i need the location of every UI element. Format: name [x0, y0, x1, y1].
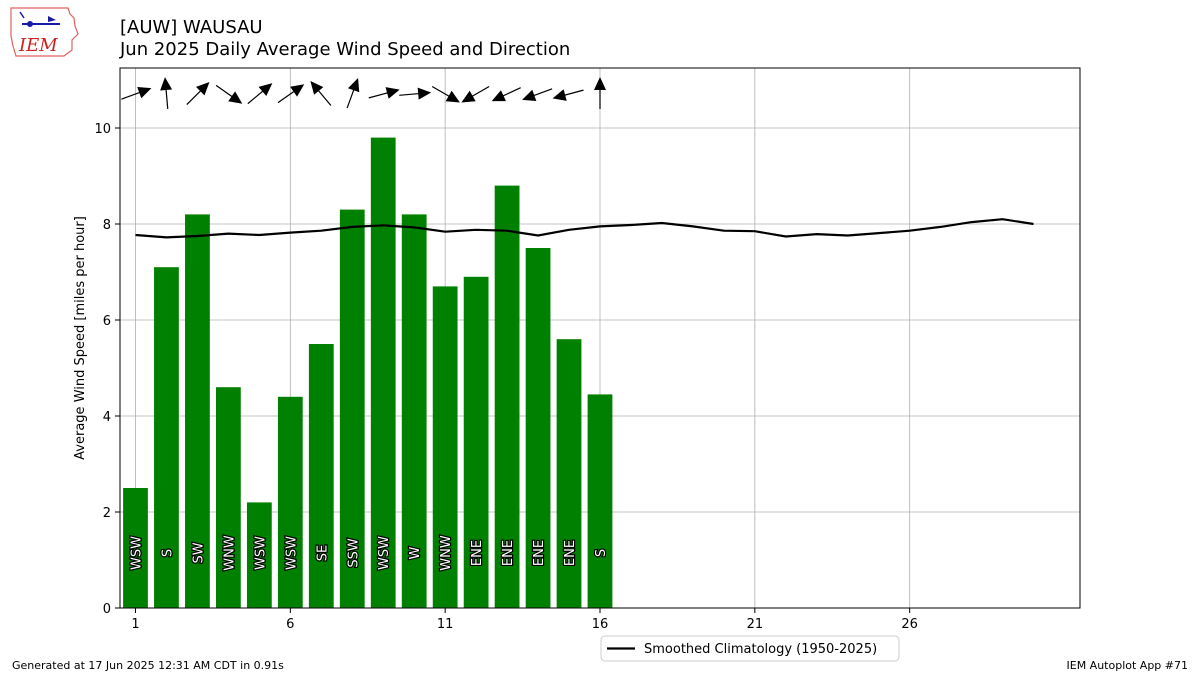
x-tick-label: 26 — [901, 617, 918, 632]
bar — [123, 488, 148, 608]
wind-arrow-head — [228, 91, 243, 104]
y-tick-label: 6 — [103, 314, 111, 329]
x-tick-label: 21 — [747, 617, 764, 632]
direction-label: S — [160, 549, 175, 557]
bar — [370, 137, 396, 608]
wind-arrow-head — [594, 77, 606, 90]
y-tick-label: 10 — [94, 122, 111, 137]
climatology-line — [135, 218, 1034, 239]
wind-arrow-head — [491, 90, 507, 102]
bar — [339, 209, 365, 608]
wind-arrow-head — [552, 89, 567, 101]
legend: Smoothed Climatology (1950-2025) — [600, 635, 900, 662]
wind-arrow — [491, 87, 521, 102]
y-tick-label: 2 — [103, 506, 111, 521]
wind-arrow-head — [310, 80, 324, 95]
chart-title: [AUW] WAUSAU Jun 2025 Daily Average Wind… — [120, 17, 570, 61]
wind-arrow — [552, 89, 584, 101]
wind-arrow — [346, 78, 360, 109]
direction-label: W — [408, 546, 423, 559]
wind-arrow-head — [385, 87, 400, 99]
direction-label: S — [594, 549, 609, 557]
bar — [154, 267, 179, 608]
wind-arrow-head — [258, 83, 273, 97]
direction-label: ENE — [501, 540, 516, 566]
wind-arrow-head — [417, 87, 432, 100]
x-tick-label: 16 — [592, 617, 609, 632]
direction-label: WSW — [284, 536, 299, 570]
app-footer: IEM Autoplot App #71 — [1066, 659, 1189, 672]
y-tick-label: 8 — [103, 218, 111, 233]
direction-label: WNW — [439, 535, 454, 571]
wind-arrow — [186, 81, 210, 106]
wind-arrow — [121, 86, 152, 100]
direction-label: ENE — [532, 540, 547, 566]
bar — [463, 276, 489, 608]
direction-label: ENE — [563, 540, 578, 566]
wind-arrow — [277, 84, 305, 104]
legend-label: Smoothed Climatology (1950-2025) — [644, 642, 877, 657]
bar — [494, 185, 520, 608]
wind-arrow — [160, 77, 173, 109]
bar — [556, 339, 582, 608]
logo-text: IEM — [18, 35, 58, 56]
bar — [308, 344, 334, 608]
x-tick-label: 1 — [131, 617, 139, 632]
legend-box — [600, 635, 900, 662]
wind-arrow-head — [290, 84, 305, 97]
wind-arrow — [368, 87, 400, 99]
bar — [401, 214, 427, 608]
wind-arrow — [310, 80, 332, 106]
x-tick-label: 11 — [437, 617, 454, 632]
direction-label: WSW — [129, 536, 144, 570]
iem-logo: IEM — [10, 7, 79, 57]
bar — [277, 396, 303, 608]
bar — [216, 387, 241, 608]
bar — [432, 286, 458, 608]
wind-arrow-head — [137, 86, 152, 99]
direction-label: SW — [191, 542, 206, 563]
wind-arrow-head — [347, 78, 360, 93]
direction-label: WSW — [253, 536, 268, 570]
y-tick-label: 4 — [103, 410, 111, 425]
bar — [525, 248, 551, 608]
bar — [246, 502, 272, 608]
wind-arrow — [461, 85, 490, 103]
bar — [587, 394, 613, 608]
wind-arrow-head — [461, 90, 476, 103]
direction-label: WSW — [377, 536, 392, 570]
wind-arrow — [215, 84, 243, 104]
x-tick-label: 6 — [286, 617, 294, 632]
wind-arrow — [399, 87, 432, 100]
wind-arrow-head — [160, 77, 173, 91]
y-axis-label: Average Wind Speed [miles per hour] — [73, 216, 88, 460]
wind-arrow-head — [522, 89, 537, 102]
direction-label: WNW — [222, 535, 237, 571]
y-tick-label: 0 — [103, 602, 111, 617]
wind-arrow — [522, 88, 553, 102]
wind-arrow — [594, 77, 606, 109]
direction-label: SE — [315, 545, 330, 561]
station-title: [AUW] WAUSAU — [120, 17, 263, 38]
bar — [185, 214, 210, 608]
wind-arrow — [431, 85, 460, 103]
wind-arrow-head — [445, 90, 460, 103]
chart-subtitle: Jun 2025 Daily Average Wind Speed and Di… — [120, 39, 571, 60]
generated-footer: Generated at 17 Jun 2025 12:31 AM CDT in… — [12, 659, 284, 672]
direction-label: ENE — [470, 540, 485, 566]
direction-label: SSW — [346, 538, 361, 568]
wind-arrow-head — [196, 81, 210, 96]
wind-arrow — [247, 83, 273, 105]
